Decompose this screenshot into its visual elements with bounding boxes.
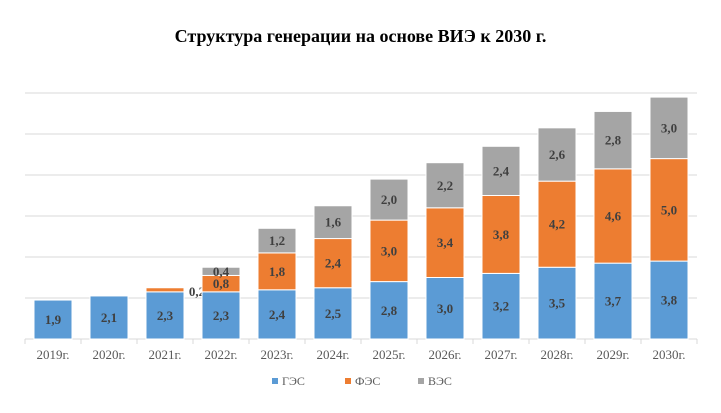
x-tick-label: 2022г.	[204, 347, 237, 362]
legend-label: ГЭС	[282, 374, 305, 388]
bar-ГЭС	[33, 299, 73, 340]
x-tick-label: 2029г.	[596, 347, 629, 362]
data-label: 3,2	[493, 299, 509, 314]
bar-ВЭС	[257, 227, 297, 254]
bar-ГЭС	[145, 291, 185, 340]
bar-ФЭС	[145, 287, 185, 293]
data-label: 2,0	[381, 192, 397, 207]
x-tick-label: 2025г.	[372, 347, 405, 362]
x-tick-label: 2020г.	[92, 347, 125, 362]
bar-ФЭС	[425, 207, 465, 278]
data-label: 2,3	[213, 308, 230, 323]
data-label: 0,4	[213, 264, 230, 279]
data-label: 2,5	[325, 306, 342, 321]
x-tick-label: 2021г.	[148, 347, 181, 362]
data-label: 3,0	[437, 301, 453, 316]
data-label: 0,2	[189, 284, 205, 299]
x-tick-label: 2024г.	[316, 347, 349, 362]
bar-ВЭС	[313, 205, 353, 240]
bar-ГЭС	[481, 272, 521, 340]
legend-label: ФЭС	[355, 374, 380, 388]
bar-ВЭС	[201, 266, 241, 276]
data-label: 3,4	[437, 235, 454, 250]
bar-ГЭС	[537, 266, 577, 340]
data-label: 3,7	[605, 294, 622, 309]
x-tick-label: 2030г.	[652, 347, 685, 362]
data-label: 3,8	[493, 227, 510, 242]
bar-ФЭС	[313, 238, 353, 289]
data-label: 1,8	[269, 264, 286, 279]
bar-ВЭС	[593, 110, 633, 170]
data-label: 5,0	[661, 202, 677, 217]
data-label: 1,2	[269, 233, 285, 248]
bar-ВЭС	[425, 162, 465, 209]
data-label: 3,5	[549, 296, 566, 311]
data-label: 2,2	[437, 178, 453, 193]
bar-ФЭС	[369, 219, 409, 283]
bar-ГЭС	[313, 287, 353, 340]
data-label: 3,8	[661, 293, 678, 308]
bar-ФЭС	[593, 168, 633, 264]
bar-ВЭС	[537, 127, 577, 182]
data-label: 1,9	[45, 312, 62, 327]
data-label: 2,8	[381, 303, 398, 318]
bar-ГЭС	[369, 281, 409, 340]
data-label: 2,8	[605, 133, 622, 148]
legend-swatch-ФЭС	[345, 378, 351, 384]
bar-ФЭС	[537, 180, 577, 268]
data-label: 3,0	[661, 120, 677, 135]
data-label: 2,4	[325, 256, 342, 271]
bar-ГЭС	[89, 295, 129, 340]
bar-ГЭС	[201, 291, 241, 340]
bar-ВЭС	[369, 178, 409, 221]
x-tick-label: 2019г.	[36, 347, 69, 362]
data-label: 0,8	[213, 276, 230, 291]
data-label: 3,0	[381, 243, 397, 258]
bar-ФЭС	[257, 252, 297, 291]
chart-title: Структура генерации на основе ВИЭ к 2030…	[174, 26, 547, 46]
data-label: 2,6	[549, 147, 566, 162]
data-label: 2,3	[157, 308, 174, 323]
bar-ВЭС	[649, 96, 689, 160]
data-label: 2,1	[101, 310, 117, 325]
data-label: 4,2	[549, 217, 565, 232]
x-tick-label: 2027г.	[484, 347, 517, 362]
data-label: 2,4	[269, 307, 286, 322]
legend-swatch-ВЭС	[418, 378, 424, 384]
legend-label: ВЭС	[428, 374, 452, 388]
bar-ГЭС	[593, 262, 633, 340]
x-tick-label: 2026г.	[428, 347, 461, 362]
x-tick-label: 2023г.	[260, 347, 293, 362]
bar-ГЭС	[257, 289, 297, 340]
bar-ВЭС	[481, 145, 521, 197]
legend-swatch-ГЭС	[272, 378, 278, 384]
data-label: 4,6	[605, 209, 622, 224]
data-label: 1,6	[325, 215, 342, 230]
x-tick-label: 2028г.	[540, 347, 573, 362]
data-label: 2,4	[493, 163, 510, 178]
bar-ГЭС	[425, 277, 465, 340]
